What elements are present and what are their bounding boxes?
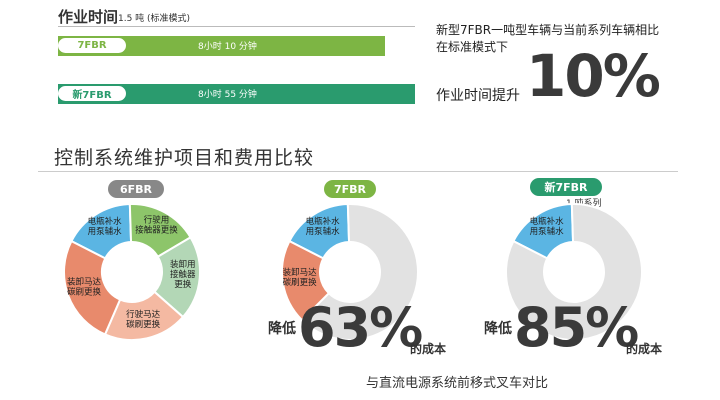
slice-label: 电瓶补水用泵辅水 — [306, 216, 341, 237]
slice-label: 电瓶补水用泵辅水 — [88, 216, 123, 237]
bar-label-badge: 新7FBR — [58, 86, 126, 101]
comparison-footnote: 与直流电源系统前移式叉车对比 — [366, 376, 549, 391]
slice-label: 装卸马达碳刷更换 — [67, 276, 102, 297]
operation-time-title: 作业时间 — [58, 8, 119, 26]
reduction-prefix-new-7fbr: 降低 — [484, 321, 512, 337]
reduction-suffix-new-7fbr: 的成本 — [626, 342, 663, 356]
slice-label: 行驶马达碳刷更换 — [126, 309, 161, 330]
reduction-prefix-7fbr: 降低 — [268, 321, 296, 337]
bar-new-7fbr: 新7FBR 8小时 55 分钟 — [58, 84, 415, 104]
comparison-line: 新型7FBR一吨型车辆与当前系列车辆相比 — [436, 23, 660, 37]
bar-label-badge: 7FBR — [58, 38, 126, 53]
title-divider — [58, 26, 415, 27]
section-divider — [38, 171, 678, 172]
donut-slice — [63, 239, 122, 336]
slice-label: 装卸用接触器更换 — [170, 259, 196, 290]
model-badge-6fbr: 6FBR — [108, 180, 164, 198]
slice-label: 行驶用接触器更换 — [135, 214, 178, 235]
comparison-text: 新型7FBR一吨型车辆与当前系列车辆相比 在标准模式下 — [436, 22, 659, 56]
slice-label: 装卸马达碳刷更换 — [283, 267, 318, 288]
maintenance-title: 控制系统维护项目和费用比较 — [54, 147, 315, 169]
operation-time-subtitle: 1.5 吨 (标准模式) — [118, 14, 191, 24]
model-badge-new-7fbr: 新7FBR — [530, 178, 602, 196]
improvement-value: 10% — [526, 42, 661, 110]
reduction-value-new-7fbr: 85% — [514, 296, 639, 359]
bar-7fbr: 7FBR 8小时 10 分钟 — [58, 36, 385, 56]
reduction-value-7fbr: 63% — [298, 296, 423, 359]
donut-slice — [505, 203, 643, 341]
comparison-line: 在标准模式下 — [436, 40, 509, 54]
model-badge-7fbr: 7FBR — [324, 180, 376, 198]
bar-value: 8小时 55 分钟 — [198, 90, 257, 100]
reduction-suffix-7fbr: 的成本 — [410, 342, 447, 356]
bar-label: 新7FBR — [72, 90, 112, 101]
donut-slice — [281, 239, 331, 322]
donut-slice — [300, 203, 419, 341]
bar-value: 8小时 10 分钟 — [198, 42, 257, 52]
donut-chart-new-7fbr: 电瓶补水用泵辅水 — [505, 203, 643, 341]
bar-label: 7FBR — [77, 40, 107, 51]
slice-label: 电瓶补水用泵辅水 — [530, 216, 565, 237]
improvement-label: 作业时间提升 — [436, 88, 520, 104]
